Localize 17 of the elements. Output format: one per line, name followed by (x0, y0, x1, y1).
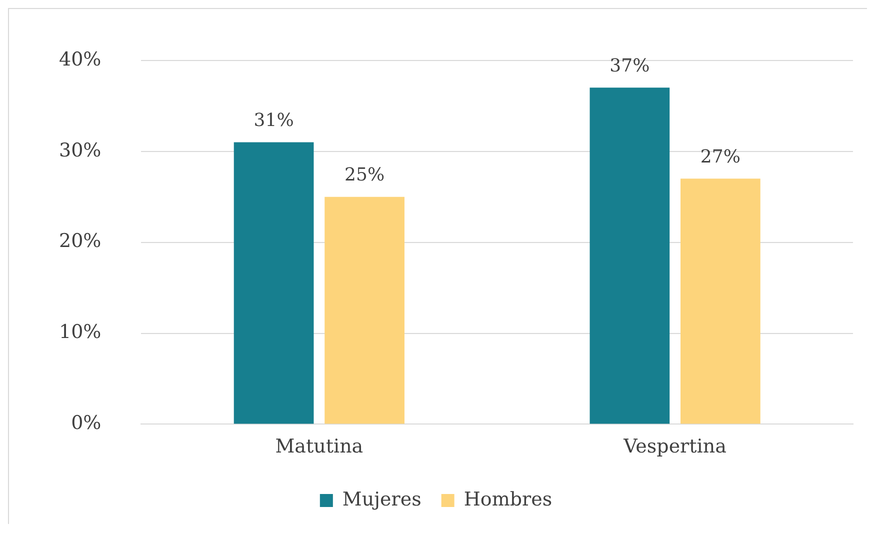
data-label: 31% (254, 110, 294, 131)
legend-label: Hombres (464, 488, 552, 510)
y-tick-label: 10% (58, 321, 102, 344)
bar (234, 142, 314, 424)
bar (324, 196, 404, 424)
x-tick-label: Vespertina (622, 436, 726, 458)
bar (680, 178, 760, 424)
x-tick-label: Matutina (275, 436, 364, 458)
y-tick-label: 0% (71, 412, 102, 434)
legend-label: Mujeres (342, 488, 422, 510)
data-label: 27% (700, 146, 740, 168)
data-label: 37% (610, 55, 650, 76)
y-tick-label: 30% (58, 139, 102, 162)
data-label: 25% (344, 164, 385, 186)
bar (590, 88, 670, 424)
y-tick-label: 20% (58, 230, 102, 252)
y-tick-label: 40% (58, 48, 102, 70)
